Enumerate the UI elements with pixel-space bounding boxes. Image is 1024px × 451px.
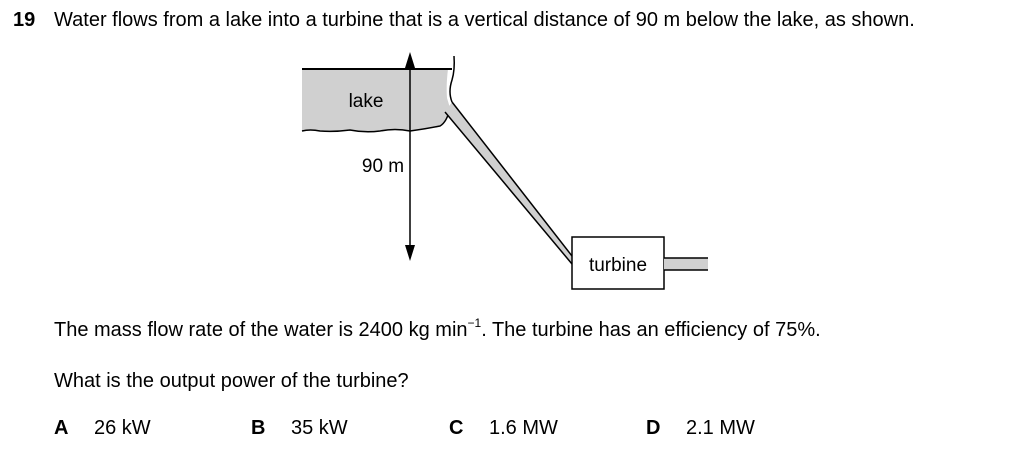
option-a[interactable]: A 26 kW xyxy=(54,416,151,440)
info-exponent: −1 xyxy=(467,316,482,330)
distance-label: 90 m xyxy=(362,156,404,177)
option-d-letter: D xyxy=(646,417,661,439)
info-tail: . The turbine has an efficiency of 75%. xyxy=(481,319,821,341)
option-b[interactable]: B 35 kW xyxy=(251,416,348,440)
info-main: The mass flow rate of the water is 2400 … xyxy=(54,319,468,341)
turbine-box xyxy=(571,236,665,290)
distance-arrowhead-up xyxy=(405,52,415,68)
pipe-upper-wall xyxy=(451,101,573,257)
flow-rate-info: The mass flow rate of the water is 2400 … xyxy=(54,316,821,342)
pipe-lower-wall xyxy=(444,111,573,265)
distance-arrowhead-down xyxy=(405,245,415,261)
lake-water xyxy=(302,69,450,132)
option-a-text: 26 kW xyxy=(94,417,151,439)
option-a-letter: A xyxy=(54,417,69,439)
question-number: 19 xyxy=(13,9,36,31)
outlet-pipe xyxy=(664,258,708,270)
lake-bank xyxy=(449,55,455,103)
option-d[interactable]: D 2.1 MW xyxy=(646,416,755,440)
option-c-letter: C xyxy=(449,417,464,439)
pipe xyxy=(445,102,572,264)
lake-label: lake xyxy=(349,91,384,112)
question-prompt: What is the output power of the turbine? xyxy=(54,370,409,392)
option-c-text: 1.6 MW xyxy=(489,417,558,439)
option-b-text: 35 kW xyxy=(291,417,348,439)
lake-bed xyxy=(301,107,451,133)
option-c[interactable]: C 1.6 MW xyxy=(449,416,558,440)
lake-turbine-diagram: turbine lake 90 m xyxy=(301,52,708,290)
turbine-label: turbine xyxy=(589,255,647,276)
option-d-text: 2.1 MW xyxy=(686,417,755,439)
question-stem: Water flows from a lake into a turbine t… xyxy=(54,9,915,31)
option-b-letter: B xyxy=(251,417,266,439)
